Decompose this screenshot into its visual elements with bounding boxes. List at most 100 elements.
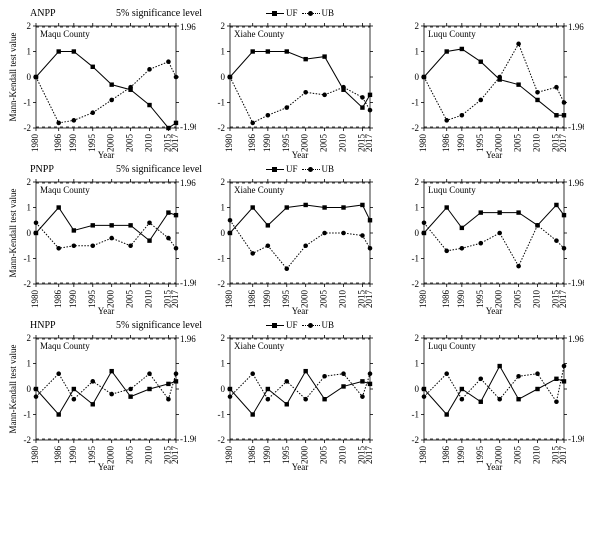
svg-text:2017: 2017	[170, 446, 180, 465]
uf-point	[91, 402, 95, 406]
svg-text:1990: 1990	[68, 134, 78, 153]
svg-text:-1: -1	[412, 254, 420, 264]
ub-point	[228, 394, 233, 399]
svg-text:2005: 2005	[513, 290, 523, 309]
svg-text:1986: 1986	[53, 134, 63, 153]
svg-text:2: 2	[27, 21, 32, 31]
chart-panel: -2-10121.96-1.96198019861990199520002005…	[6, 20, 196, 160]
ub-point	[147, 371, 152, 376]
county-label: Luqu County	[428, 341, 476, 351]
svg-text:-2: -2	[412, 123, 420, 133]
svg-text:1: 1	[415, 47, 420, 57]
uf-point	[285, 205, 289, 209]
svg-text:1995: 1995	[281, 134, 291, 153]
uf-point	[251, 412, 255, 416]
uf-point	[497, 210, 501, 214]
county-label: Luqu County	[428, 185, 476, 195]
uf-point	[445, 412, 449, 416]
svg-text:2017: 2017	[170, 290, 180, 309]
svg-text:2005: 2005	[319, 446, 329, 465]
ub-point	[341, 371, 346, 376]
svg-text:1986: 1986	[53, 446, 63, 465]
uf-point	[341, 205, 345, 209]
uf-point	[460, 47, 464, 51]
ub-point	[535, 223, 540, 228]
ub-point	[34, 221, 39, 226]
ub-point	[554, 85, 559, 90]
svg-text:Year: Year	[292, 150, 309, 160]
ub-point	[72, 397, 77, 402]
ub-point	[368, 371, 373, 376]
svg-text:Mann-Kendall test value: Mann-Kendall test value	[8, 189, 18, 278]
svg-text:1980: 1980	[418, 290, 428, 309]
uf-point	[251, 205, 255, 209]
panel: -2-10121.96-1.96198019861990199520002005…	[6, 176, 196, 316]
ub-point	[72, 118, 77, 123]
ub-point	[56, 246, 61, 251]
significance-label: 5% significance level	[116, 320, 202, 331]
ub-point	[497, 75, 502, 80]
ub-point	[535, 90, 540, 95]
legend: UFUB	[266, 164, 334, 174]
uf-point	[516, 82, 520, 86]
uf-point	[174, 213, 178, 217]
ub-point	[166, 397, 171, 402]
county-label: Luqu County	[428, 29, 476, 39]
uf-point	[34, 231, 38, 235]
svg-text:-1.96: -1.96	[180, 434, 196, 444]
uf-point	[341, 384, 345, 388]
chart-row: HNPP5% significance levelUFUB-2-10121.96…	[6, 318, 594, 472]
svg-text:Year: Year	[292, 462, 309, 472]
svg-text:1.96: 1.96	[568, 22, 584, 32]
uf-point	[57, 205, 61, 209]
uf-point	[360, 203, 364, 207]
svg-text:2017: 2017	[558, 290, 568, 309]
uf-point	[303, 57, 307, 61]
svg-text:Year: Year	[486, 306, 503, 316]
uf-point	[251, 49, 255, 53]
chart-row: PNPP5% significance levelUFUB-2-10121.96…	[6, 162, 594, 316]
svg-text:0: 0	[221, 228, 226, 238]
chart-panel: -2-1012198019861990199520002005201020152…	[200, 176, 390, 316]
svg-text:-1: -1	[412, 98, 420, 108]
ub-point	[444, 249, 449, 254]
panel-row: -2-10121.96-1.96198019861990199520002005…	[6, 332, 594, 472]
svg-text:1: 1	[221, 203, 226, 213]
svg-text:Year: Year	[98, 306, 115, 316]
row-header: ANPP5% significance levelUFUB	[6, 6, 594, 20]
row-title: HNPP	[30, 320, 56, 331]
uf-point	[72, 228, 76, 232]
svg-text:2010: 2010	[338, 290, 348, 309]
svg-text:1.96: 1.96	[568, 178, 584, 188]
svg-text:2017: 2017	[558, 134, 568, 153]
ub-point	[368, 246, 373, 251]
ub-point	[128, 85, 133, 90]
svg-text:1986: 1986	[441, 290, 451, 309]
svg-text:0: 0	[415, 384, 420, 394]
svg-text:2: 2	[221, 21, 226, 31]
legend-uf-label: UF	[286, 320, 298, 330]
uf-point	[34, 387, 38, 391]
ub-point	[360, 394, 365, 399]
significance-label: 5% significance level	[116, 164, 202, 175]
ub-point	[341, 231, 346, 236]
ub-point	[284, 379, 289, 384]
svg-text:1990: 1990	[456, 446, 466, 465]
uf-point	[554, 203, 558, 207]
ub-point	[250, 121, 255, 126]
svg-text:0: 0	[27, 384, 32, 394]
svg-text:1986: 1986	[441, 446, 451, 465]
uf-point	[360, 105, 364, 109]
panel: -2-1012198019861990199520002005201020152…	[200, 176, 390, 316]
svg-text:-1: -1	[24, 254, 32, 264]
svg-text:1: 1	[27, 203, 32, 213]
uf-point	[266, 223, 270, 227]
svg-text:-1.96: -1.96	[180, 278, 196, 288]
uf-point	[460, 226, 464, 230]
svg-text:-2: -2	[218, 435, 226, 445]
svg-text:Year: Year	[486, 150, 503, 160]
legend: UFUB	[266, 8, 334, 18]
uf-point	[57, 412, 61, 416]
uf-point	[303, 203, 307, 207]
svg-text:1980: 1980	[224, 290, 234, 309]
